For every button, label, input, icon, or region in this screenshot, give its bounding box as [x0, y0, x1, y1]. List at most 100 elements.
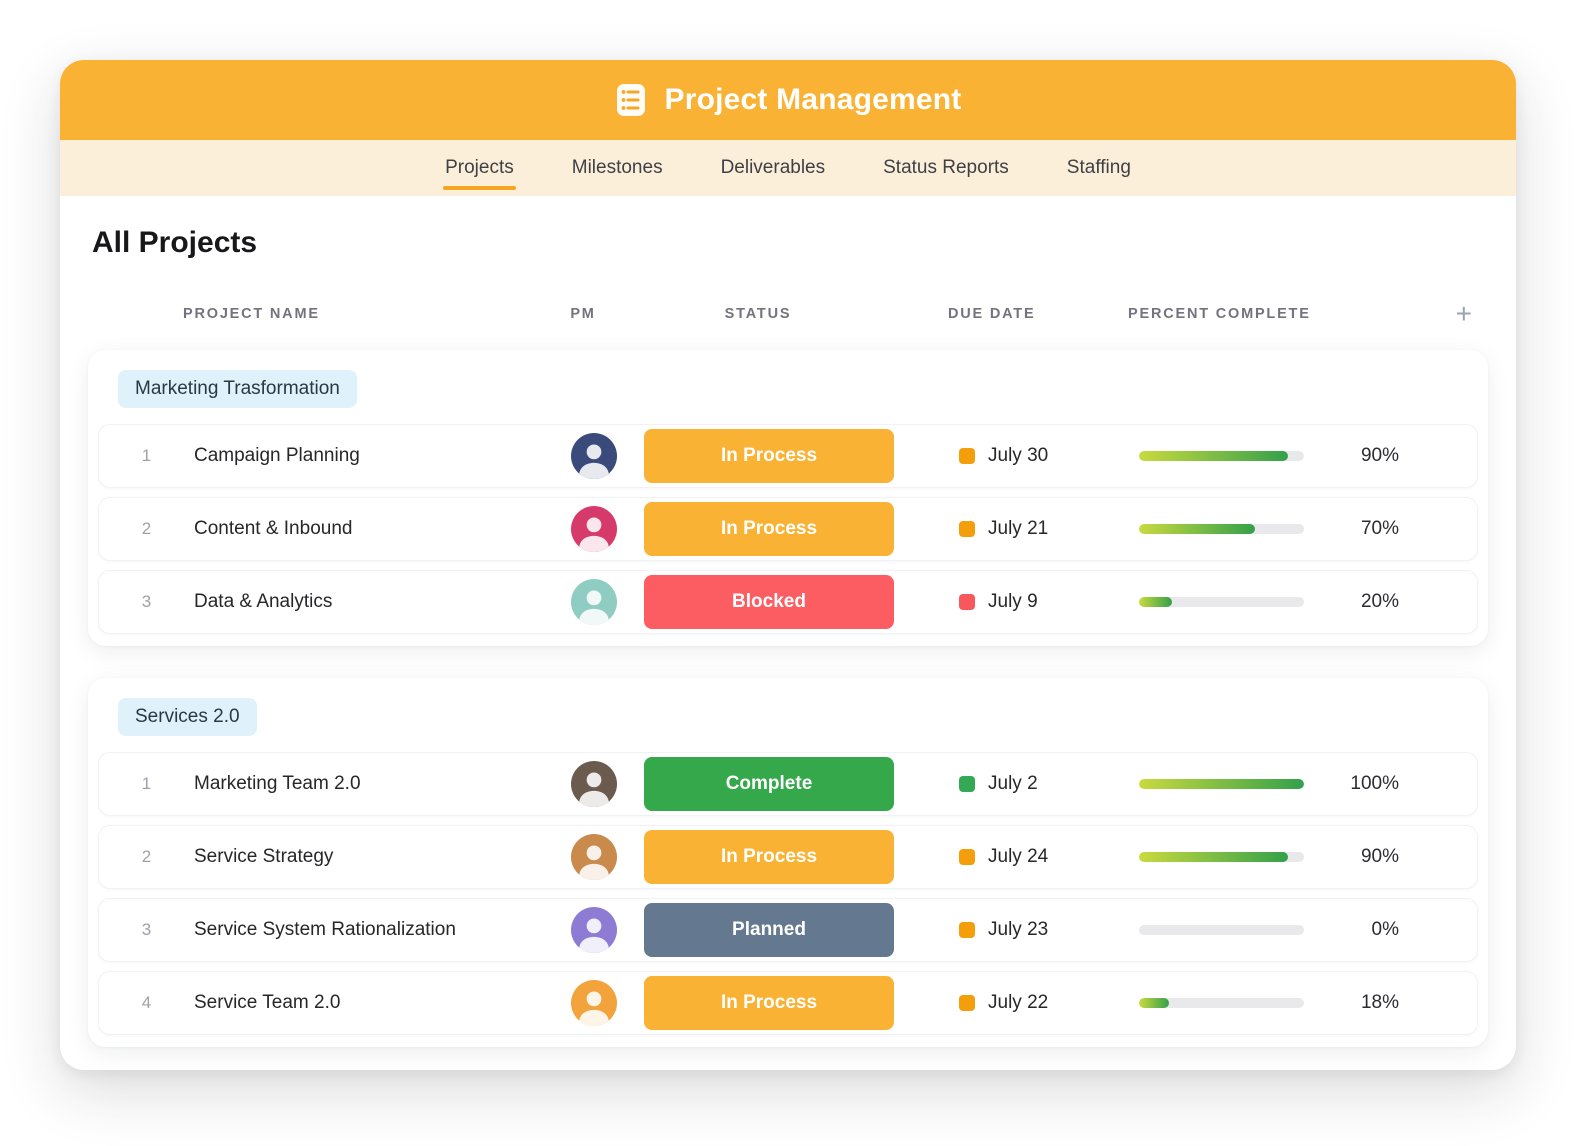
tab-label: Staffing — [1066, 157, 1131, 178]
group-chip-label[interactable]: Services 2.0 — [118, 698, 257, 736]
avatar — [571, 433, 617, 479]
active-tab-underline — [443, 186, 516, 190]
page-title: All Projects — [92, 226, 258, 259]
group-chip-label[interactable]: Marketing Trasformation — [118, 370, 357, 408]
avatar — [571, 761, 617, 807]
group-rows: 1 Marketing Team 2.0 Complete July 2 100… — [98, 752, 1478, 1035]
table-row[interactable]: 2 Content & Inbound In Process July 21 7… — [98, 497, 1478, 561]
progress-bar-track — [1139, 779, 1304, 789]
progress-bar-fill — [1139, 779, 1304, 789]
status-badge[interactable]: In Process — [644, 976, 894, 1030]
column-header-project-name: PROJECT NAME — [183, 306, 320, 322]
column-header-due-date: DUE DATE — [948, 306, 1036, 322]
column-header-status: STATUS — [724, 306, 792, 322]
due-date-color-square — [959, 995, 975, 1011]
group-rows: 1 Campaign Planning In Process July 30 9… — [98, 424, 1478, 634]
tab-deliverables[interactable]: Deliverables — [719, 140, 828, 196]
due-date-label: July 21 — [988, 518, 1049, 539]
progress-bar-track — [1139, 597, 1304, 607]
progress-bar-fill — [1139, 451, 1288, 461]
status-badge[interactable]: In Process — [644, 502, 894, 556]
tab-status-reports[interactable]: Status Reports — [881, 140, 1011, 196]
tab-projects[interactable]: Projects — [443, 140, 516, 196]
due-date-color-square — [959, 849, 975, 865]
status-badge[interactable]: Planned — [644, 903, 894, 957]
project-name: Content & Inbound — [194, 518, 353, 539]
progress-bar-fill — [1139, 998, 1169, 1008]
table-header-row: PROJECT NAME PM STATUS DUE DATE PERCENT … — [88, 294, 1488, 350]
progress-bar-track — [1139, 524, 1304, 534]
progress-bar-track — [1139, 998, 1304, 1008]
status-badge[interactable]: In Process — [644, 830, 894, 884]
table-row[interactable]: 2 Service Strategy In Process July 24 90… — [98, 825, 1478, 889]
percent-label: 90% — [1360, 445, 1399, 466]
avatar — [571, 834, 617, 880]
tab-label: Status Reports — [883, 157, 1009, 178]
due-date-color-square — [959, 776, 975, 792]
row-number: 1 — [141, 446, 152, 465]
project-group: Marketing Trasformation 1 Campaign Plann… — [88, 350, 1488, 646]
row-number: 4 — [141, 993, 152, 1012]
due-date-label: July 9 — [988, 591, 1038, 612]
tab-staffing[interactable]: Staffing — [1065, 140, 1133, 196]
due-date-label: July 30 — [988, 445, 1049, 466]
due-date-color-square — [959, 448, 975, 464]
column-header-pm: PM — [570, 306, 596, 322]
due-date-color-square — [959, 594, 975, 610]
app-header: Project Management — [60, 60, 1516, 140]
groups: Marketing Trasformation 1 Campaign Plann… — [88, 350, 1488, 1047]
tab-bar: Projects Milestones Deliverables Status … — [60, 140, 1516, 196]
table-row[interactable]: 3 Service System Rationalization Planned… — [98, 898, 1478, 962]
progress-bar-fill — [1139, 597, 1172, 607]
due-date-color-square — [959, 521, 975, 537]
percent-label: 18% — [1360, 992, 1399, 1013]
due-date-color-square — [959, 922, 975, 938]
add-column-button[interactable]: + — [1456, 300, 1488, 328]
project-name: Campaign Planning — [194, 445, 360, 466]
due-date-label: July 22 — [988, 992, 1049, 1013]
avatar — [571, 907, 617, 953]
project-name: Data & Analytics — [194, 591, 333, 612]
tab-milestones[interactable]: Milestones — [570, 140, 665, 196]
progress-bar-fill — [1139, 524, 1255, 534]
row-number: 2 — [141, 519, 152, 538]
project-name: Service Strategy — [194, 846, 334, 867]
project-name: Marketing Team 2.0 — [194, 773, 361, 794]
progress-bar-fill — [1139, 852, 1288, 862]
avatar — [571, 506, 617, 552]
project-group: Services 2.0 1 Marketing Team 2.0 Comple… — [88, 678, 1488, 1047]
due-date-label: July 23 — [988, 919, 1049, 940]
row-number: 3 — [141, 920, 152, 939]
percent-label: 20% — [1360, 591, 1399, 612]
status-badge[interactable]: Complete — [644, 757, 894, 811]
status-badge[interactable]: In Process — [644, 429, 894, 483]
avatar — [571, 980, 617, 1026]
column-header-percent-complete: PERCENT COMPLETE — [1128, 306, 1311, 322]
percent-label: 70% — [1360, 518, 1399, 539]
app-title: Project Management — [664, 83, 962, 116]
row-number: 1 — [141, 774, 152, 793]
row-number: 2 — [141, 847, 152, 866]
due-date-label: July 24 — [988, 846, 1049, 867]
main-content: All Projects PROJECT NAME PM STATUS DUE … — [60, 196, 1516, 1070]
percent-label: 90% — [1360, 846, 1399, 867]
avatar — [571, 579, 617, 625]
table-row[interactable]: 3 Data & Analytics Blocked July 9 20% — [98, 570, 1478, 634]
percent-label: 100% — [1350, 773, 1399, 794]
due-date-label: July 2 — [988, 773, 1038, 794]
tab-label: Projects — [445, 157, 514, 178]
table-row[interactable]: 1 Marketing Team 2.0 Complete July 2 100… — [98, 752, 1478, 816]
progress-bar-track — [1139, 451, 1304, 461]
progress-bar-track — [1139, 925, 1304, 935]
table-row[interactable]: 4 Service Team 2.0 In Process July 22 18… — [98, 971, 1478, 1035]
status-badge[interactable]: Blocked — [644, 575, 894, 629]
progress-bar-track — [1139, 852, 1304, 862]
percent-label: 0% — [1371, 919, 1399, 940]
tab-label: Deliverables — [720, 157, 826, 178]
app-window: Project Management Projects Milestones D… — [60, 60, 1516, 1070]
project-name: Service Team 2.0 — [194, 992, 341, 1013]
app-logo-icon — [614, 83, 648, 117]
tab-label: Milestones — [571, 157, 663, 178]
project-name: Service System Rationalization — [194, 919, 456, 940]
table-row[interactable]: 1 Campaign Planning In Process July 30 9… — [98, 424, 1478, 488]
